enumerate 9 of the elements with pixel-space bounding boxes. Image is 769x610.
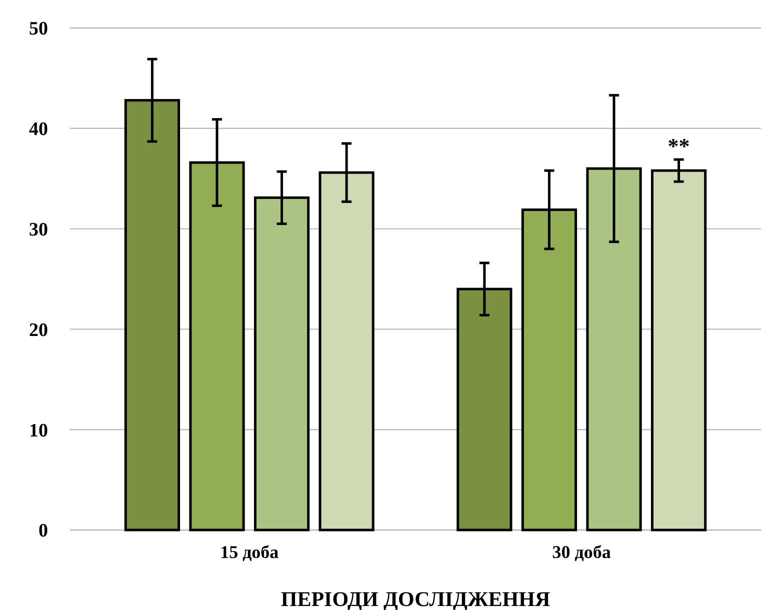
x-tick-label: 30 доба	[552, 542, 611, 562]
y-tick-label: 40	[29, 119, 48, 140]
x-tick-label: 15 доба	[220, 542, 279, 562]
y-tick-label: 10	[29, 420, 48, 442]
y-tick-label: 30	[29, 219, 48, 240]
annotation: **	[668, 134, 690, 159]
y-tick-label: 0	[38, 520, 48, 542]
y-tick-label: 20	[29, 320, 48, 341]
y-tick-label: 50	[29, 18, 48, 40]
